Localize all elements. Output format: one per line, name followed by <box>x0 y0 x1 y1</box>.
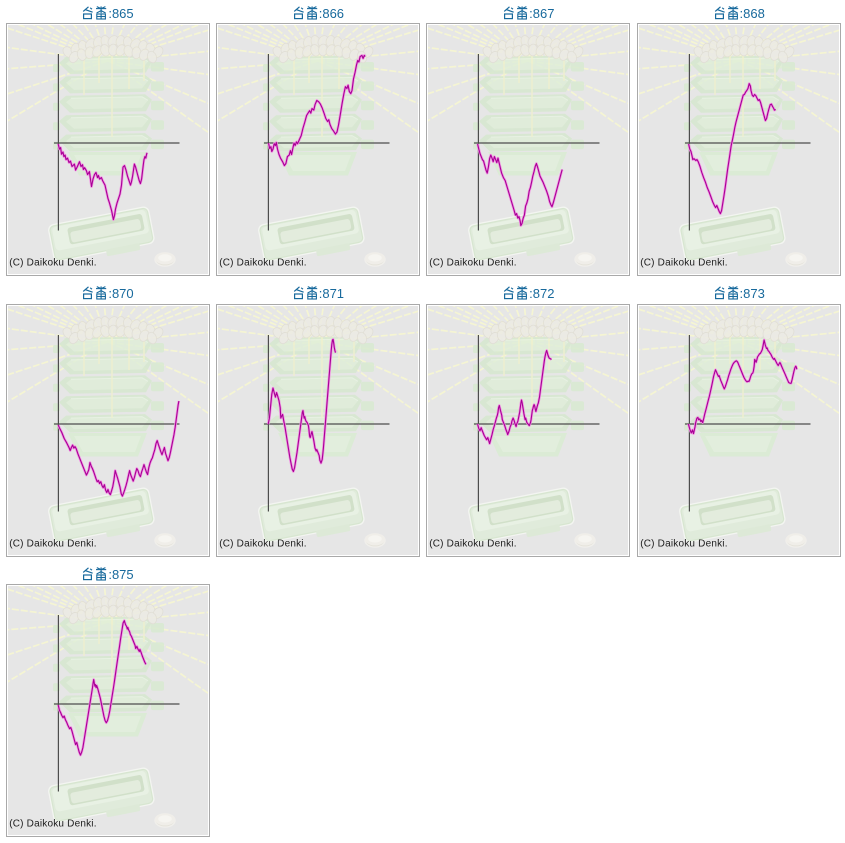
svg-text:(C) Daikoku Denki.: (C) Daikoku Denki. <box>429 258 517 269</box>
svg-text:(C) Daikoku Denki.: (C) Daikoku Denki. <box>219 258 307 269</box>
svg-text:(C) Daikoku Denki.: (C) Daikoku Denki. <box>9 258 97 269</box>
svg-text:(C) Daikoku Denki.: (C) Daikoku Denki. <box>640 258 728 269</box>
svg-text:(C) Daikoku Denki.: (C) Daikoku Denki. <box>429 538 517 549</box>
svg-text:(C) Daikoku Denki.: (C) Daikoku Denki. <box>9 538 97 549</box>
svg-text:(C) Daikoku Denki.: (C) Daikoku Denki. <box>640 538 728 549</box>
svg-text:(C) Daikoku Denki.: (C) Daikoku Denki. <box>9 819 97 830</box>
svg-text:(C) Daikoku Denki.: (C) Daikoku Denki. <box>219 538 307 549</box>
